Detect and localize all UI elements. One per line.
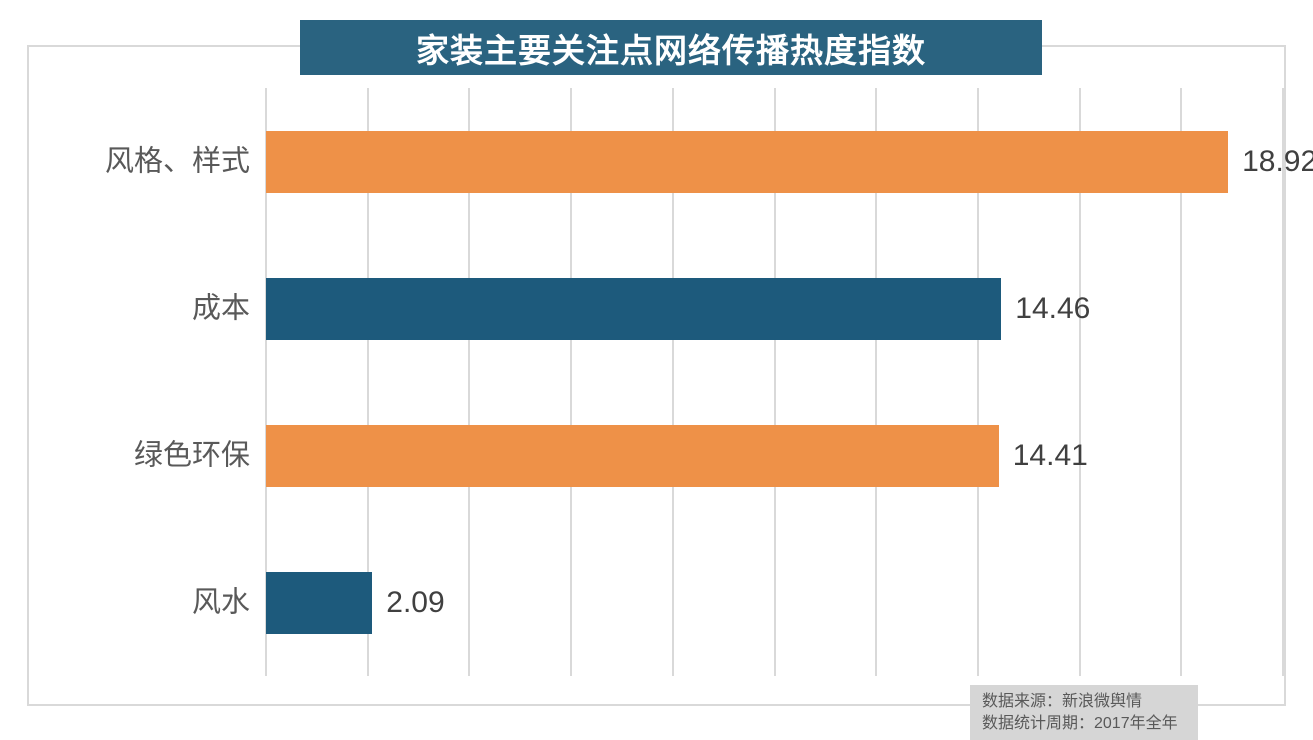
category-label-2: 绿色环保 — [133, 439, 250, 471]
chart-title: 家装主要关注点网络传播热度指数 — [300, 20, 1042, 75]
value-label-1: 14.46 — [1015, 291, 1091, 325]
gridline — [773, 88, 776, 676]
source-box: 数据来源：新浪微舆情 数据统计周期：2017年全年 — [970, 685, 1198, 740]
gridline — [875, 88, 878, 676]
bar-1 — [266, 277, 1002, 340]
bar-3 — [266, 571, 373, 634]
gridline — [1282, 88, 1284, 676]
bar-2 — [266, 424, 999, 487]
category-axis: 风格、样式成本绿色环保风水 — [0, 88, 250, 676]
category-label-1: 成本 — [191, 292, 250, 324]
value-label-3: 2.09 — [386, 585, 445, 619]
gridline — [1180, 88, 1183, 676]
value-label-0: 18.92 — [1242, 144, 1313, 178]
source-line-2: 数据统计周期：2017年全年 — [982, 714, 1178, 732]
gridline — [366, 88, 369, 676]
gridline — [976, 88, 979, 676]
gridline — [265, 88, 267, 676]
value-label-2: 14.41 — [1012, 438, 1088, 472]
source-line-1: 数据来源：新浪微舆情 — [982, 693, 1143, 710]
category-label-0: 风格、样式 — [104, 145, 250, 177]
plot-area: 18.92 14.46 14.41 2.09 — [265, 88, 1313, 676]
category-label-3: 风水 — [191, 586, 250, 618]
gridline — [570, 88, 573, 676]
bar-0 — [266, 130, 1229, 193]
gridline — [671, 88, 674, 676]
gridline — [1078, 88, 1081, 676]
gridline — [468, 88, 471, 676]
